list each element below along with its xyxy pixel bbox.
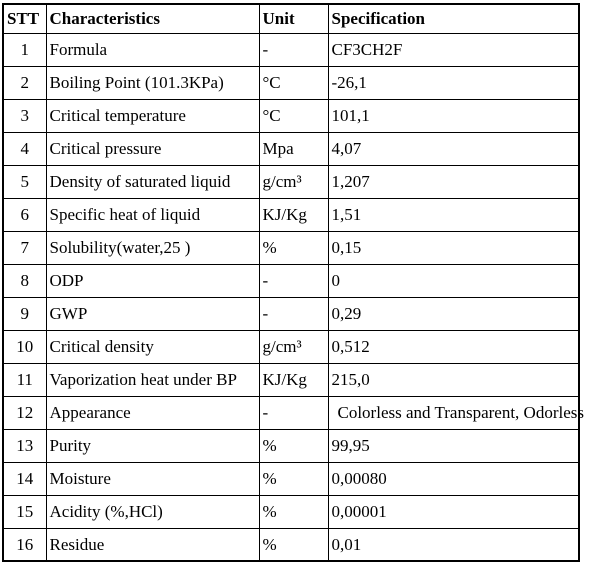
table-row: 3 Critical temperature °C 101,1 xyxy=(2,98,580,133)
cell-characteristics: Specific heat of liquid xyxy=(45,197,260,232)
cell-unit: g/cm³ xyxy=(258,329,329,364)
table-row: 9 GWP - 0,29 xyxy=(2,296,580,331)
table-row: 15 Acidity (%,HCl) % 0,00001 xyxy=(2,494,580,529)
cell-stt: 15 xyxy=(2,494,47,529)
cell-unit: Mpa xyxy=(258,131,329,166)
cell-stt: 13 xyxy=(2,428,47,463)
cell-stt: 8 xyxy=(2,263,47,298)
cell-characteristics: Acidity (%,HCl) xyxy=(45,494,260,529)
cell-unit: - xyxy=(258,32,329,67)
header-stt: STT xyxy=(2,3,47,34)
cell-specification: -26,1 xyxy=(327,65,580,100)
header-unit: Unit xyxy=(258,3,329,34)
table-header: STT Characteristics Unit Specification xyxy=(2,3,580,34)
cell-characteristics: ODP xyxy=(45,263,260,298)
cell-specification: 4,07 xyxy=(327,131,580,166)
table-body: 1 Formula - CF3CH2F 2 Boiling Point (101… xyxy=(2,32,584,562)
cell-characteristics: Residue xyxy=(45,527,260,562)
cell-specification: 1,207 xyxy=(327,164,580,199)
cell-characteristics: Solubility(water,25 ) xyxy=(45,230,260,265)
cell-stt: 11 xyxy=(2,362,47,397)
table-row: 16 Residue % 0,01 xyxy=(2,527,580,562)
cell-stt: 1 xyxy=(2,32,47,67)
cell-specification: 99,95 xyxy=(327,428,580,463)
table-row: 10 Critical density g/cm³ 0,512 xyxy=(2,329,580,364)
cell-characteristics: Critical temperature xyxy=(45,98,260,133)
cell-unit: - xyxy=(258,296,329,331)
cell-unit: % xyxy=(258,230,329,265)
table-row: 12 Appearance - Colorless and Transparen… xyxy=(2,395,584,430)
cell-stt: 14 xyxy=(2,461,47,496)
header-specification: Specification xyxy=(327,3,580,34)
cell-stt: 12 xyxy=(2,395,47,430)
cell-specification: Colorless and Transparent, Odorless xyxy=(327,395,584,430)
cell-unit: °C xyxy=(258,65,329,100)
cell-characteristics: Purity xyxy=(45,428,260,463)
table-row: 8 ODP - 0 xyxy=(2,263,580,298)
cell-specification: 0,15 xyxy=(327,230,580,265)
cell-specification: 0,512 xyxy=(327,329,580,364)
cell-stt: 9 xyxy=(2,296,47,331)
cell-specification: 0,29 xyxy=(327,296,580,331)
cell-unit: % xyxy=(258,527,329,562)
cell-characteristics: Boiling Point (101.3KPa) xyxy=(45,65,260,100)
cell-specification: 101,1 xyxy=(327,98,580,133)
cell-stt: 5 xyxy=(2,164,47,199)
cell-unit: g/cm³ xyxy=(258,164,329,199)
specification-table: STT Characteristics Unit Specification 1… xyxy=(2,3,584,562)
table-row: 13 Purity % 99,95 xyxy=(2,428,580,463)
cell-characteristics: Formula xyxy=(45,32,260,67)
cell-specification: CF3CH2F xyxy=(327,32,580,67)
table-row: 6 Specific heat of liquid KJ/Kg 1,51 xyxy=(2,197,580,232)
table-row: 14 Moisture % 0,00080 xyxy=(2,461,580,496)
cell-specification: 0 xyxy=(327,263,580,298)
cell-characteristics: Vaporization heat under BP xyxy=(45,362,260,397)
cell-stt: 10 xyxy=(2,329,47,364)
cell-stt: 3 xyxy=(2,98,47,133)
cell-stt: 16 xyxy=(2,527,47,562)
cell-unit: °C xyxy=(258,98,329,133)
cell-unit: % xyxy=(258,494,329,529)
cell-characteristics: Critical density xyxy=(45,329,260,364)
cell-specification: 0,00001 xyxy=(327,494,580,529)
cell-unit: % xyxy=(258,428,329,463)
cell-unit: % xyxy=(258,461,329,496)
cell-specification: 0,00080 xyxy=(327,461,580,496)
cell-unit: - xyxy=(258,395,329,430)
cell-characteristics: Critical pressure xyxy=(45,131,260,166)
cell-characteristics: GWP xyxy=(45,296,260,331)
cell-unit: KJ/Kg xyxy=(258,197,329,232)
cell-unit: KJ/Kg xyxy=(258,362,329,397)
table-row: 5 Density of saturated liquid g/cm³ 1,20… xyxy=(2,164,580,199)
cell-stt: 4 xyxy=(2,131,47,166)
cell-specification: 215,0 xyxy=(327,362,580,397)
cell-characteristics: Density of saturated liquid xyxy=(45,164,260,199)
cell-specification: 0,01 xyxy=(327,527,580,562)
cell-stt: 7 xyxy=(2,230,47,265)
table-row: 7 Solubility(water,25 ) % 0,15 xyxy=(2,230,580,265)
cell-stt: 6 xyxy=(2,197,47,232)
table-row: 11 Vaporization heat under BP KJ/Kg 215,… xyxy=(2,362,580,397)
header-row: STT Characteristics Unit Specification xyxy=(2,3,580,34)
cell-specification: 1,51 xyxy=(327,197,580,232)
header-characteristics: Characteristics xyxy=(45,3,260,34)
cell-characteristics: Moisture xyxy=(45,461,260,496)
table-row: 4 Critical pressure Mpa 4,07 xyxy=(2,131,580,166)
cell-unit: - xyxy=(258,263,329,298)
table-row: 1 Formula - CF3CH2F xyxy=(2,32,580,67)
table-row: 2 Boiling Point (101.3KPa) °C -26,1 xyxy=(2,65,580,100)
cell-stt: 2 xyxy=(2,65,47,100)
cell-characteristics: Appearance xyxy=(45,395,260,430)
